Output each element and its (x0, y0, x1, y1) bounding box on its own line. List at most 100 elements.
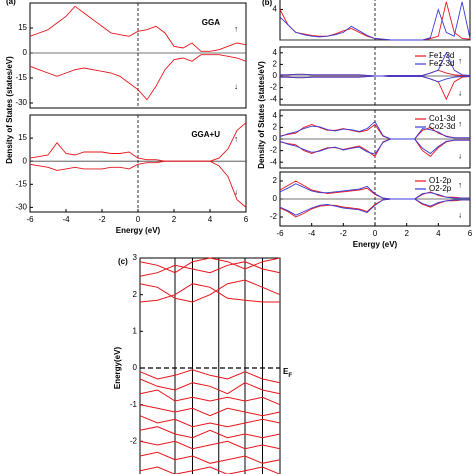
y-tick-label: -2 (130, 436, 138, 445)
band-curve (139, 257, 281, 274)
y-tick-label: -2 (270, 212, 278, 221)
band-curve (139, 369, 281, 384)
spin-down-label: ↓ (458, 152, 462, 161)
spin-down-label: ↓ (234, 82, 238, 91)
y-tick-label: -4 (270, 94, 278, 103)
y-tick-label: 0 (273, 71, 278, 80)
dos-curve (279, 198, 470, 218)
panel-title: GGA+U (191, 130, 220, 139)
x-tick-label: 2 (404, 229, 409, 238)
legend-label: O2-2p (429, 184, 452, 193)
y-tick-label: 3 (133, 253, 138, 262)
dos-curve (279, 138, 470, 155)
x-tick-label: 0 (136, 215, 141, 224)
y-tick-label: 4 (273, 5, 278, 14)
dos-curve (280, 75, 470, 83)
x-tick-label: -2 (98, 215, 106, 224)
panel-label: (c) (118, 257, 128, 266)
panel-label: (a) (6, 0, 16, 6)
spin-down-label: ↓ (458, 210, 462, 219)
y-tick-label: -4 (270, 157, 278, 166)
y-tick-label: -2 (270, 83, 278, 92)
y-tick-label: 4 (273, 48, 278, 57)
y-tick-label: -1 (130, 400, 138, 409)
dos-curve (279, 120, 470, 140)
dos-curve (279, 180, 470, 200)
y-tick-label: 0 (133, 363, 138, 372)
x-tick-label: -6 (26, 215, 34, 224)
fermi-label-main: E (283, 367, 289, 376)
spin-down-label: ↓ (458, 89, 462, 98)
y-tick-label: 2 (133, 290, 138, 299)
fermi-label-sub: F (288, 373, 292, 379)
x-axis-label: Energy (eV) (116, 226, 161, 235)
panel: 4(b) (262, 0, 471, 41)
legend-label: Fe1-3d (429, 51, 454, 60)
y-axis-label: Density of States (states/eV) (257, 61, 266, 169)
y-tick-label: 1 (133, 326, 138, 335)
y-axis-label: Density of States (states/eV) (5, 56, 14, 164)
dos-curve (29, 5, 247, 52)
band-curve (139, 451, 281, 464)
spin-up-label: ↑ (234, 24, 238, 33)
panel-label: (b) (262, 0, 273, 7)
band-curve (139, 389, 281, 406)
legend-label: Co1-3d (429, 114, 455, 123)
y-tick-label: 15 (18, 23, 27, 32)
spin-down-label: ↓ (234, 188, 238, 197)
y-tick-label: -15 (15, 73, 27, 82)
panel: -2 -1 0 1 2 3 Energy(eV) (c) EF (113, 253, 292, 474)
fermi-label: EF (283, 367, 292, 378)
dos-curve (29, 160, 247, 208)
panel-title: GGA (202, 18, 220, 27)
dos-curve (29, 54, 247, 101)
dos-curve (279, 183, 470, 200)
legend-label: O1-2p (429, 176, 452, 185)
y-tick-label: -15 (15, 179, 27, 188)
plot-frame (139, 257, 281, 474)
x-tick-label: -4 (308, 229, 316, 238)
y-tick-label: 0 (273, 134, 278, 143)
x-tick-label: 6 (244, 215, 249, 224)
x-axis-label: Energy (eV) (353, 240, 398, 249)
spin-up-label: ↑ (458, 181, 462, 190)
spin-up-label: ↑ (234, 134, 238, 143)
legend-label: Fe2-3d (429, 59, 454, 68)
band-curve (139, 279, 281, 303)
x-tick-label: -2 (340, 229, 348, 238)
y-tick-label: -2 (270, 146, 278, 155)
y-tick-label: 4 (273, 111, 278, 120)
panel: -4 -2 0 2 4 Density of States (states/eV) ↑ ↓ Co… (257, 61, 471, 169)
band-curve (139, 378, 281, 395)
y-tick-label: 2 (273, 60, 278, 69)
x-tick-label: 0 (373, 229, 378, 238)
y-tick-label: 2 (273, 123, 278, 132)
panel: -30 -15 0 15 Density of States (states/eV) (a… (5, 0, 247, 164)
y-tick-label: 2 (273, 176, 278, 185)
x-tick-label: 4 (208, 215, 213, 224)
dos-curve (279, 198, 470, 216)
band-curve (139, 261, 281, 277)
spin-up-label: ↑ (458, 120, 462, 129)
y-tick-label: 0 (23, 156, 28, 165)
x-tick-label: -6 (276, 229, 284, 238)
y-tick-label: -30 (15, 98, 27, 107)
band-curve (139, 283, 280, 303)
y-axis-label: Energy(eV) (113, 347, 122, 390)
x-tick-label: 6 (468, 229, 473, 238)
dos-curve (279, 123, 470, 140)
x-tick-label: -4 (62, 215, 70, 224)
spin-up-label: ↑ (458, 57, 462, 66)
y-tick-label: -30 (15, 202, 27, 211)
dos-curve (279, 1, 471, 41)
band-curve (139, 466, 281, 474)
band-curve (139, 415, 281, 428)
x-tick-label: 4 (436, 229, 441, 238)
dos-curve (279, 138, 470, 158)
band-curve (139, 426, 281, 439)
legend-label: Co2-3d (429, 122, 455, 131)
x-tick-label: 2 (172, 215, 177, 224)
